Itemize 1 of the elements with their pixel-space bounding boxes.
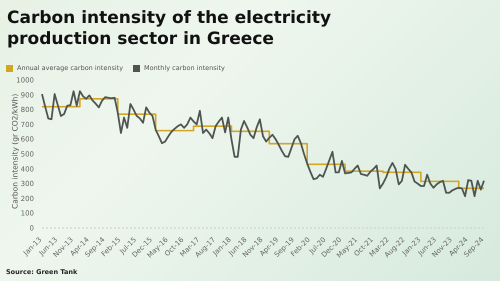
chart-title: Carbon intensity of the electricity production sector in Greece [7,8,332,50]
